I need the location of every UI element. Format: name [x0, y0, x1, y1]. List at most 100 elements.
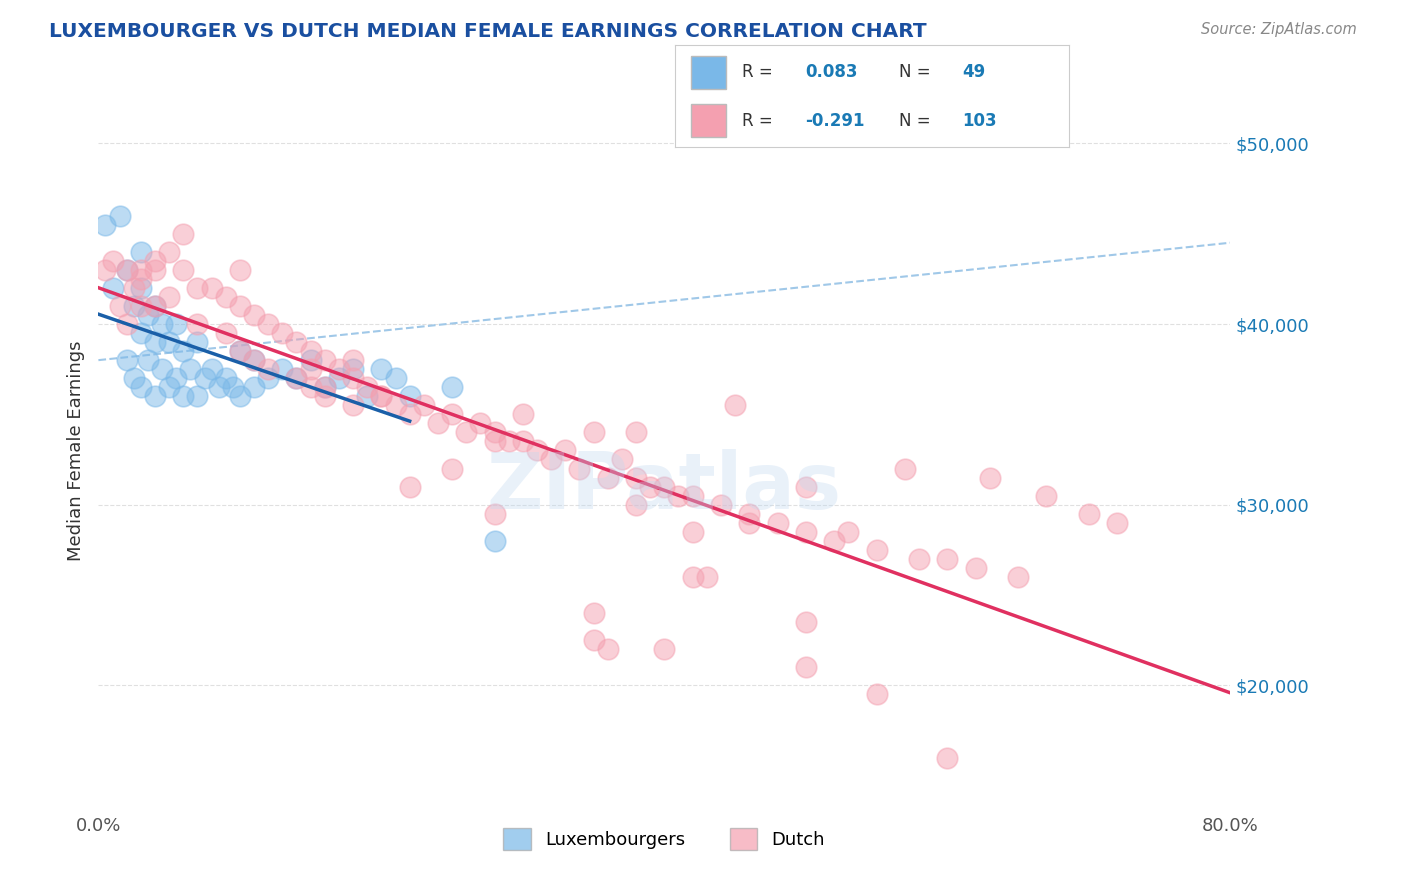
- Point: [186, 281, 208, 295]
- Point: [271, 362, 294, 376]
- Text: N =: N =: [900, 63, 931, 81]
- Text: N =: N =: [900, 112, 931, 129]
- Point: [398, 480, 420, 494]
- Point: [115, 353, 138, 368]
- Point: [582, 606, 605, 620]
- Point: [356, 389, 378, 403]
- Point: [370, 362, 392, 376]
- Point: [122, 299, 145, 313]
- Point: [596, 642, 619, 657]
- Point: [285, 371, 308, 385]
- Point: [143, 263, 166, 277]
- Point: [1077, 507, 1099, 521]
- Point: [342, 371, 364, 385]
- Text: LUXEMBOURGER VS DUTCH MEDIAN FEMALE EARNINGS CORRELATION CHART: LUXEMBOURGER VS DUTCH MEDIAN FEMALE EARN…: [49, 22, 927, 41]
- Point: [398, 407, 420, 422]
- Point: [257, 317, 280, 331]
- Point: [738, 516, 761, 530]
- Point: [484, 434, 506, 449]
- Point: [738, 507, 761, 521]
- Point: [936, 551, 959, 566]
- Point: [129, 281, 152, 295]
- Text: -0.291: -0.291: [804, 112, 865, 129]
- Point: [370, 389, 392, 403]
- Point: [568, 461, 591, 475]
- Point: [766, 516, 789, 530]
- Point: [243, 353, 266, 368]
- Point: [823, 533, 845, 548]
- Point: [837, 524, 859, 539]
- Point: [243, 380, 266, 394]
- Y-axis label: Median Female Earnings: Median Female Earnings: [66, 340, 84, 561]
- Point: [540, 452, 562, 467]
- Point: [243, 308, 266, 322]
- Point: [186, 334, 208, 349]
- Point: [484, 507, 506, 521]
- Point: [794, 615, 817, 629]
- Point: [1007, 570, 1029, 584]
- Point: [172, 227, 194, 241]
- Point: [638, 480, 661, 494]
- Point: [129, 272, 152, 286]
- Point: [582, 633, 605, 648]
- Point: [328, 362, 350, 376]
- Point: [157, 380, 180, 394]
- Point: [484, 425, 506, 440]
- Point: [652, 480, 676, 494]
- Text: ZIPatlas: ZIPatlas: [486, 449, 842, 524]
- Point: [215, 290, 238, 304]
- Point: [157, 244, 180, 259]
- Point: [172, 344, 194, 359]
- Point: [314, 389, 336, 403]
- Point: [122, 281, 145, 295]
- Point: [624, 470, 647, 484]
- Point: [150, 317, 173, 331]
- Point: [314, 353, 336, 368]
- Point: [257, 362, 280, 376]
- Point: [865, 687, 887, 701]
- Point: [129, 299, 152, 313]
- Point: [328, 371, 350, 385]
- Point: [299, 380, 322, 394]
- Point: [512, 434, 534, 449]
- Point: [794, 524, 817, 539]
- Point: [143, 299, 166, 313]
- Point: [979, 470, 1001, 484]
- Point: [1035, 489, 1057, 503]
- Point: [143, 299, 166, 313]
- Point: [229, 344, 252, 359]
- Text: Source: ZipAtlas.com: Source: ZipAtlas.com: [1201, 22, 1357, 37]
- Legend: Luxembourgers, Dutch: Luxembourgers, Dutch: [496, 821, 832, 857]
- Point: [215, 371, 238, 385]
- Point: [894, 461, 917, 475]
- Text: R =: R =: [742, 63, 772, 81]
- Point: [150, 362, 173, 376]
- Point: [441, 380, 464, 394]
- Point: [696, 570, 718, 584]
- Point: [314, 380, 336, 394]
- Point: [610, 452, 633, 467]
- Point: [652, 642, 676, 657]
- Point: [94, 263, 117, 277]
- Text: 103: 103: [962, 112, 997, 129]
- Point: [512, 407, 534, 422]
- Point: [710, 498, 733, 512]
- Point: [193, 371, 215, 385]
- Point: [143, 334, 166, 349]
- Point: [201, 281, 224, 295]
- Point: [172, 263, 194, 277]
- Point: [384, 371, 406, 385]
- Point: [865, 542, 887, 557]
- Point: [243, 353, 266, 368]
- Point: [682, 570, 704, 584]
- Point: [229, 263, 252, 277]
- Point: [129, 326, 152, 340]
- Point: [794, 480, 817, 494]
- Point: [101, 253, 124, 268]
- Point: [136, 353, 159, 368]
- Point: [229, 389, 252, 403]
- Point: [794, 660, 817, 674]
- Point: [208, 380, 231, 394]
- Point: [370, 389, 392, 403]
- Point: [668, 489, 690, 503]
